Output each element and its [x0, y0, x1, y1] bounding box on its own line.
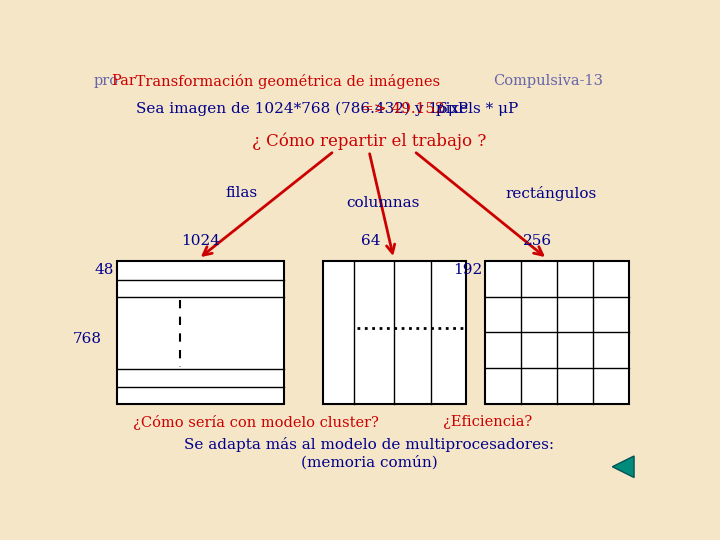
Text: ¿Cómo sería con modelo cluster?: ¿Cómo sería con modelo cluster?	[132, 415, 379, 430]
Text: (memoria común): (memoria común)	[301, 455, 437, 470]
Text: 1024: 1024	[181, 234, 220, 248]
Polygon shape	[612, 456, 634, 477]
Text: 64: 64	[361, 234, 381, 248]
Text: ¿Eficiencia?: ¿Eficiencia?	[443, 415, 532, 429]
Bar	[117, 261, 284, 403]
Text: Se adapta más al modelo de multiprocesadores:: Se adapta más al modelo de multiprocesad…	[184, 437, 554, 451]
Text: pro: pro	[94, 74, 119, 88]
Text: 192: 192	[453, 264, 482, 278]
Bar	[485, 261, 629, 403]
Text: ¿ Cómo repartir el trabajo ?: ¿ Cómo repartir el trabajo ?	[252, 132, 486, 150]
Text: 768: 768	[73, 333, 102, 347]
Text: => 49.152: => 49.152	[361, 102, 445, 116]
Text: columnas: columnas	[346, 195, 420, 210]
Text: Compulsiva-13: Compulsiva-13	[493, 74, 603, 88]
Text: pixels * μP: pixels * μP	[431, 102, 518, 116]
Text: filas: filas	[225, 186, 257, 200]
Text: 48: 48	[94, 264, 114, 278]
Text: Sea imagen de 1024*768 (786.432) y 16μP: Sea imagen de 1024*768 (786.432) y 16μP	[137, 102, 473, 116]
Text: Par: Par	[112, 74, 137, 88]
Text: Transformación geométrica de imágenes: Transformación geométrica de imágenes	[131, 74, 440, 89]
Text: rectángulos: rectángulos	[505, 186, 597, 201]
Text: 256: 256	[523, 234, 552, 248]
Bar	[323, 261, 466, 403]
